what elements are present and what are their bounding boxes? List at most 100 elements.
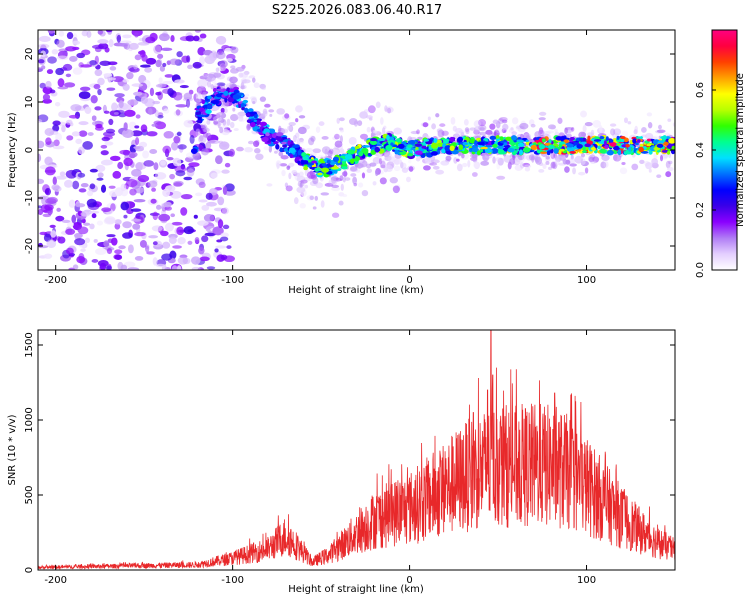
signal-blob	[227, 96, 235, 103]
noise-blob	[146, 131, 158, 137]
halo-blob	[603, 161, 609, 168]
noise-blob	[56, 55, 69, 61]
noise-blob	[38, 178, 45, 184]
signal-blob	[370, 150, 377, 155]
halo-blob	[251, 77, 256, 83]
halo-blob	[522, 133, 531, 140]
halo-blob	[375, 101, 381, 109]
noise-blob	[81, 218, 86, 224]
signal-blob	[559, 148, 565, 152]
signal-blob	[628, 146, 632, 152]
halo-blob	[218, 49, 222, 54]
noise-blob	[112, 170, 122, 179]
halo-blob	[280, 155, 289, 160]
halo-blob	[332, 136, 338, 141]
noise-blob	[118, 100, 124, 109]
noise-blob	[103, 240, 110, 248]
halo-blob	[530, 123, 536, 128]
noise-blob	[56, 207, 61, 212]
noise-blob	[210, 172, 219, 179]
noise-blob	[220, 254, 228, 260]
noise-blob	[198, 56, 205, 66]
noise-blob	[80, 248, 86, 252]
noise-blob	[66, 247, 74, 255]
noise-blob	[123, 214, 128, 219]
signal-blob	[392, 144, 398, 148]
signal-blob	[270, 137, 276, 143]
halo-blob	[663, 152, 669, 159]
signal-blob	[620, 138, 625, 143]
noise-blob	[154, 172, 167, 180]
halo-blob	[524, 164, 532, 169]
colorbar-ticks: 0.0 0.2 0.4 0.6	[695, 82, 716, 278]
halo-blob	[338, 200, 344, 206]
noise-blob	[64, 179, 73, 188]
noise-blob	[65, 228, 76, 235]
halo-blob	[572, 167, 576, 175]
halo-blob	[453, 157, 458, 164]
halo-blob	[550, 151, 556, 160]
noise-blob	[159, 65, 166, 72]
halo-blob	[545, 155, 550, 160]
signal-blob	[291, 144, 300, 149]
halo-blob	[269, 113, 273, 117]
noise-blob	[163, 108, 170, 114]
noise-blob	[140, 96, 149, 104]
noise-blob	[97, 39, 109, 44]
halo-blob	[198, 135, 207, 144]
halo-blob	[230, 114, 239, 122]
signal-blob	[279, 147, 283, 153]
noise-blob	[77, 172, 86, 178]
halo-blob	[522, 162, 531, 168]
halo-blob	[548, 166, 553, 171]
signal-blob	[530, 144, 537, 151]
noise-blob	[120, 201, 130, 211]
signal-blob	[240, 103, 246, 108]
halo-blob	[410, 130, 419, 135]
halo-blob	[472, 161, 479, 168]
halo-blob	[210, 84, 215, 90]
noise-blob	[221, 169, 230, 174]
noise-blob	[144, 245, 150, 253]
halo-blob	[219, 60, 228, 68]
halo-blob	[300, 139, 304, 144]
halo-blob	[288, 162, 295, 167]
noise-blob	[158, 77, 163, 84]
signal-blob	[639, 136, 643, 140]
halo-blob	[237, 111, 246, 117]
signal-blob	[497, 149, 505, 155]
noise-blob	[177, 144, 187, 150]
noise-blob	[198, 199, 208, 203]
halo-blob	[408, 166, 414, 172]
noise-blob	[65, 73, 72, 78]
halo-blob	[382, 158, 386, 164]
noise-blob	[177, 256, 189, 265]
halo-blob	[531, 155, 535, 163]
noise-blob	[162, 80, 174, 85]
halo-blob	[230, 46, 239, 54]
noise-blob	[162, 62, 167, 67]
signal-blob	[639, 143, 644, 148]
noise-blob	[55, 132, 62, 142]
noise-blob	[201, 204, 210, 211]
noise-blob	[149, 87, 155, 97]
halo-blob	[474, 126, 482, 132]
noise-blob	[84, 106, 92, 115]
signal-blob	[215, 93, 224, 98]
halo-blob	[233, 128, 239, 132]
halo-blob	[315, 126, 321, 133]
signal-blob	[516, 139, 524, 143]
noise-blob	[120, 40, 132, 44]
signal-blob	[616, 143, 621, 146]
noise-blob	[65, 119, 73, 125]
noise-blob	[173, 92, 183, 101]
halo-blob	[305, 147, 314, 153]
noise-blob	[103, 73, 113, 77]
halo-blob	[667, 118, 672, 122]
halo-blob	[535, 156, 543, 165]
halo-blob	[613, 153, 618, 161]
signal-blob	[395, 138, 403, 143]
noise-blob	[114, 93, 125, 98]
halo-blob	[656, 174, 662, 179]
